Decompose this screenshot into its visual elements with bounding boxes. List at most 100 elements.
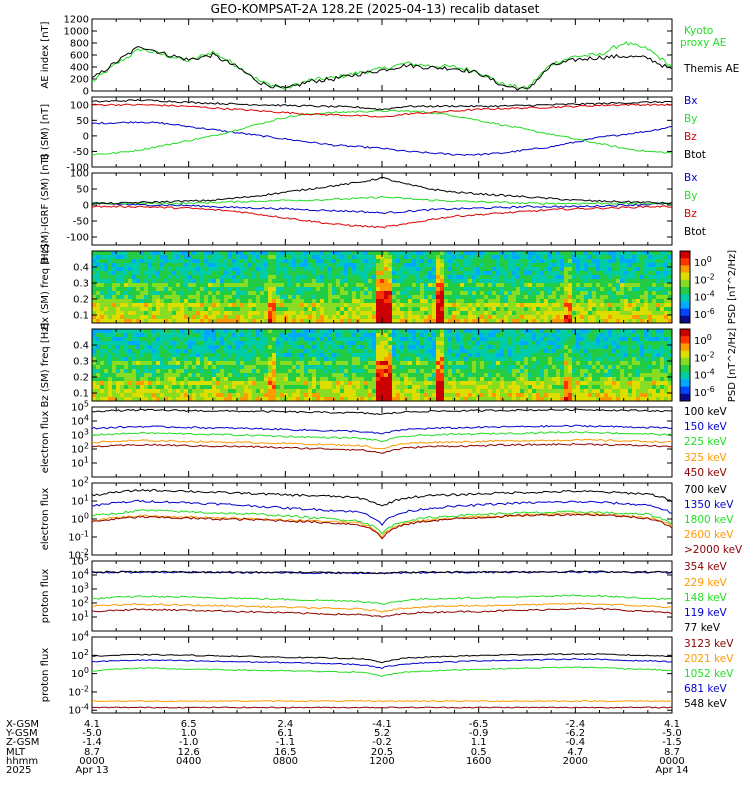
spectrogram-cell xyxy=(596,255,600,259)
spectrogram-cell xyxy=(476,271,480,275)
spectrogram-cell xyxy=(344,255,348,259)
spectrogram-cell xyxy=(656,315,660,319)
spectrogram-cell xyxy=(220,315,224,319)
spectrogram-cell xyxy=(632,295,636,299)
spectrogram-cell xyxy=(416,315,420,319)
spectrogram-cell xyxy=(452,275,456,279)
spectrogram-cell xyxy=(488,275,492,279)
spectrogram-cell xyxy=(544,319,548,323)
spectrogram-cell xyxy=(124,353,128,357)
spectrogram-cell xyxy=(652,299,656,303)
spectrogram-cell xyxy=(164,349,168,353)
spectrogram-cell xyxy=(140,361,144,365)
spectrogram-cell xyxy=(264,361,268,365)
spectrogram-cell xyxy=(620,259,624,263)
spectrogram-cell xyxy=(248,389,252,393)
spectrogram-cell xyxy=(160,287,164,291)
spectrogram-cell xyxy=(120,267,124,271)
spectrogram-cell xyxy=(128,307,132,311)
spectrogram-cell xyxy=(192,255,196,259)
spectrogram-cell xyxy=(180,369,184,373)
spectrogram-cell xyxy=(344,357,348,361)
spectrogram-cell xyxy=(524,377,528,381)
spectrogram-cell xyxy=(256,255,260,259)
spectrogram-cell xyxy=(484,345,488,349)
spectrogram-cell xyxy=(276,259,280,263)
spectrogram-cell xyxy=(248,307,252,311)
spectrogram-cell xyxy=(140,295,144,299)
spectrogram-cell xyxy=(124,345,128,349)
spectrogram-cell xyxy=(340,307,344,311)
spectrogram-cell xyxy=(104,357,108,361)
spectrogram-cell xyxy=(424,267,428,271)
spectrogram-cell xyxy=(304,319,308,323)
spectrogram-cell xyxy=(416,377,420,381)
spectrogram-cell xyxy=(440,283,444,287)
spectrogram-cell xyxy=(432,361,436,365)
spectrogram-cell xyxy=(384,283,388,287)
spectrogram-cell xyxy=(112,291,116,295)
spectrogram-cell xyxy=(580,283,584,287)
spectrogram-cell xyxy=(156,365,160,369)
spectrogram-cell xyxy=(240,377,244,381)
spectrogram-cell xyxy=(152,319,156,323)
spectrogram-cell xyxy=(336,251,340,255)
spectrogram-cell xyxy=(148,345,152,349)
spectrogram-cell xyxy=(304,377,308,381)
spectrogram-cell xyxy=(420,349,424,353)
spectrogram-cell xyxy=(544,389,548,393)
spectrogram-cell xyxy=(100,319,104,323)
spectrogram-cell xyxy=(152,393,156,397)
spectrogram-cell xyxy=(352,307,356,311)
spectrogram-cell xyxy=(344,365,348,369)
spectrogram-cell xyxy=(396,259,400,263)
spectrogram-cell xyxy=(592,319,596,323)
spectrogram-cell xyxy=(412,291,416,295)
spectrogram-cell xyxy=(420,345,424,349)
spectrogram-cell xyxy=(384,271,388,275)
spectrogram-cell xyxy=(268,345,272,349)
spectrogram-cell xyxy=(228,319,232,323)
spectrogram-cell xyxy=(108,397,112,401)
spectrogram-cell xyxy=(228,345,232,349)
spectrogram-cell xyxy=(300,263,304,267)
spectrogram-cell xyxy=(240,353,244,357)
spectrogram-cell xyxy=(92,385,96,389)
spectrogram-cell xyxy=(132,381,136,385)
spectrogram-cell xyxy=(336,255,340,259)
colorbar-segment xyxy=(680,280,690,288)
spectrogram-cell xyxy=(424,259,428,263)
spectrogram-cell xyxy=(544,353,548,357)
spectrogram-cell xyxy=(308,295,312,299)
spectrogram-cell xyxy=(192,271,196,275)
spectrogram-cell xyxy=(332,267,336,271)
spectrogram-cell xyxy=(628,271,632,275)
spectrogram-cell xyxy=(108,255,112,259)
spectrogram-cell xyxy=(500,389,504,393)
spectrogram-cell xyxy=(304,307,308,311)
spectrogram-cell xyxy=(504,263,508,267)
spectrogram-cell xyxy=(376,275,380,279)
spectrogram-cell xyxy=(336,303,340,307)
spectrogram-cell xyxy=(188,349,192,353)
spectrogram-cell xyxy=(608,311,612,315)
spectrogram-cell xyxy=(488,333,492,337)
spectrogram-cell xyxy=(104,333,108,337)
spectrogram-cell xyxy=(128,361,132,365)
spectrogram-cell xyxy=(172,329,176,333)
spectrogram-cell xyxy=(376,353,380,357)
spectrogram-cell xyxy=(444,299,448,303)
spectrogram-cell xyxy=(352,311,356,315)
spectrogram-cell xyxy=(180,333,184,337)
spectrogram-cell xyxy=(392,373,396,377)
spectrogram-cell xyxy=(368,299,372,303)
spectrogram-cell xyxy=(312,263,316,267)
spectrogram-cell xyxy=(316,279,320,283)
spectrogram-cell xyxy=(304,341,308,345)
spectrogram-cell xyxy=(252,255,256,259)
spectrogram-cell xyxy=(332,255,336,259)
spectrogram-cell xyxy=(344,385,348,389)
spectrogram-cell xyxy=(504,377,508,381)
spectrogram-cell xyxy=(272,337,276,341)
spectrogram-cell xyxy=(248,361,252,365)
